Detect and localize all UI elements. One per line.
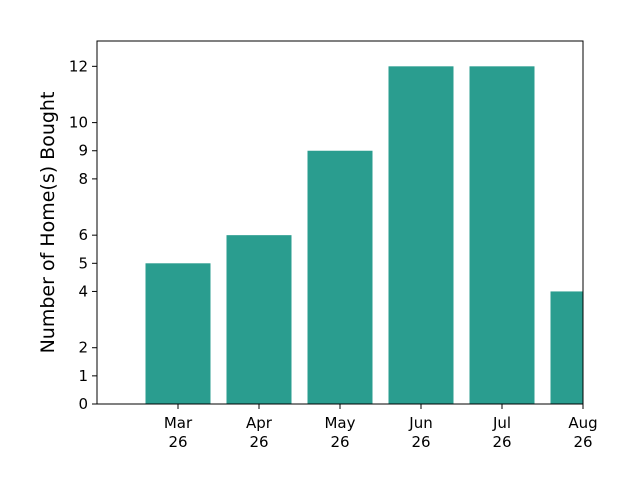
x-tick-label: Aug 26: [568, 414, 597, 451]
y-tick-label: 0: [78, 395, 88, 413]
y-tick-label: 10: [69, 114, 88, 132]
bar-may-26: [307, 150, 373, 404]
y-tick-label: 12: [69, 57, 88, 75]
x-axis-ticks: Mar 26 Apr 26 May 26 Jun 26 Jul 26 Aug 26: [164, 404, 598, 451]
x-tick-label: Jul 26: [492, 414, 512, 451]
bar-jul-26: [469, 66, 535, 404]
bar-aug-26: [550, 291, 583, 404]
y-tick-label: 4: [78, 282, 88, 300]
y-tick-label: 2: [78, 339, 88, 357]
x-tick-label: Jun 26: [408, 414, 432, 451]
x-tick-label: Apr 26: [246, 414, 273, 451]
bar-apr-26: [226, 235, 292, 404]
y-tick-label: 1: [78, 367, 88, 385]
y-tick-label: 8: [78, 170, 88, 188]
y-tick-label: 9: [78, 142, 88, 160]
y-axis-label: Number of Home(s) Bought: [37, 92, 59, 354]
bars-group: [145, 66, 583, 404]
bar-jun-26: [388, 66, 454, 404]
bar-mar-26: [145, 263, 211, 404]
x-tick-label: May 26: [324, 414, 355, 451]
x-tick-label: Mar 26: [164, 414, 193, 451]
y-tick-label: 6: [78, 226, 88, 244]
y-tick-label: 5: [78, 254, 88, 272]
